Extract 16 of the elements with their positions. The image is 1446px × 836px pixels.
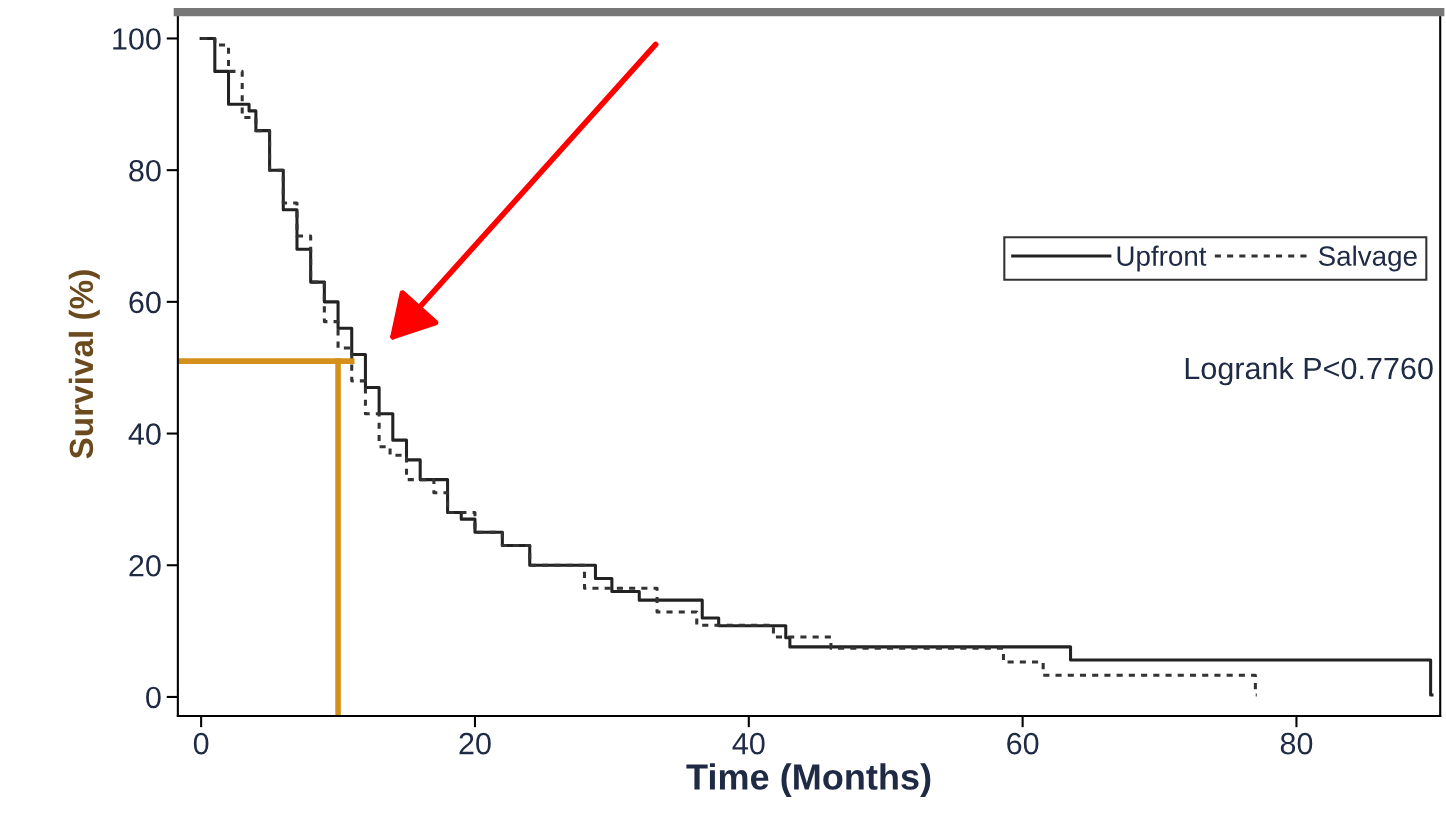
y-tick-label: 60 [129,291,161,314]
y-tick-label: 20 [129,554,161,577]
x-tick-label: 60 [1007,732,1039,755]
x-tick-label: 0 [193,732,209,755]
legend-label: Salvage [1318,245,1417,272]
y-tick-label: 40 [128,423,161,445]
y-tick-label: 0 [146,686,161,709]
annotation: Logrank P<0.7760 [1185,356,1433,386]
x-axis-title: Time (Months) [686,763,931,797]
x-tick-label: 20 [459,732,491,755]
legend-label: Upfront [1117,245,1207,272]
x-tick-label: 80 [1280,732,1313,755]
y-axis-title: Survival (%) [68,270,100,459]
y-tick-label: 100 [113,28,161,50]
x-tick-label: 40 [732,732,765,755]
y-tick-label: 80 [129,159,161,182]
